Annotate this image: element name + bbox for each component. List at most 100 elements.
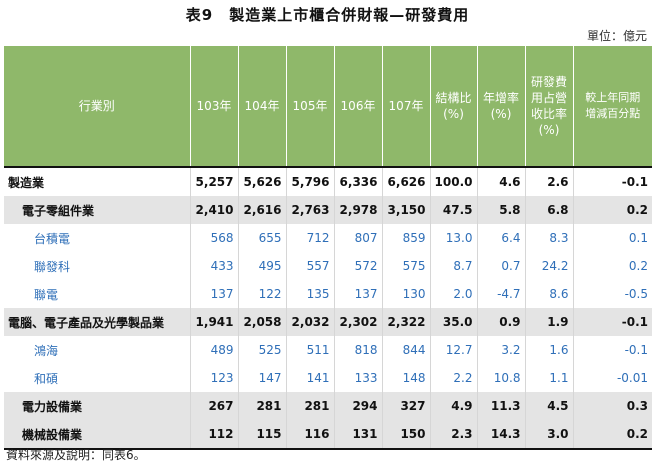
value-cell: 0.9 (476, 308, 525, 336)
value-cell: 130 (381, 280, 430, 308)
industry-name-cell: 機械設備業 (4, 420, 190, 450)
value-cell: 8.3 (524, 224, 573, 252)
value-cell: 12.7 (429, 336, 477, 364)
value-cell: 2.3 (429, 420, 477, 450)
value-cell: -0.1 (572, 308, 652, 336)
value-cell: 11.3 (476, 392, 525, 420)
value-cell: -4.7 (476, 280, 525, 308)
value-cell: 8.6 (524, 280, 573, 308)
table-row: 電力設備業 267 281 281 294 327 4.9 11.3 4.5 0.3 (4, 392, 652, 420)
value-cell: 572 (333, 252, 382, 280)
industry-name-cell: 鴻海 (34, 343, 59, 358)
value-cell: -0.1 (572, 167, 652, 196)
value-cell: 2,978 (333, 196, 382, 224)
table-row: 聯電 137 122 135 137 130 2.0 -4.7 8.6 -0.5 (4, 280, 652, 308)
table-row: 電腦、電子產品及光學製品業 1,941 2,058 2,032 2,302 2,322 35… (4, 308, 652, 336)
header-industry: 行業別 (4, 46, 190, 167)
industry-name-cell: 電力設備業 (4, 392, 190, 420)
table-row: 機械設備業 112 115 116 131 150 2.3 14.3 3.0 0.2 (4, 420, 652, 450)
value-cell: 0.7 (476, 252, 525, 280)
value-cell: 47.5 (429, 196, 477, 224)
value-cell: 100.0 (429, 167, 477, 196)
table-row: 台積電 568 655 712 807 859 13.0 6.4 8.3 0.1 (4, 224, 652, 252)
value-cell: 2,616 (237, 196, 286, 224)
value-cell: 135 (285, 280, 334, 308)
value-cell: 575 (381, 252, 430, 280)
table-row: 聯發科 433 495 557 572 575 8.7 0.7 24.2 0.2 (4, 252, 652, 280)
header-107: 107年 (381, 46, 430, 167)
value-cell: 281 (237, 392, 286, 420)
value-cell: 8.7 (429, 252, 477, 280)
value-cell: 6,336 (333, 167, 382, 196)
rd-expense-table: 行業別 103年 104年 105年 106年 107年 結構比 (%) 年增率… (4, 46, 652, 450)
source-note: 資料來源及說明：同表6。 (6, 448, 146, 462)
value-cell: 122 (237, 280, 286, 308)
value-cell: 2,032 (285, 308, 334, 336)
table-row: 鴻海 489 525 511 818 844 12.7 3.2 1.6 -0.1 (4, 336, 652, 364)
value-cell: -0.5 (572, 280, 652, 308)
value-cell: 2,302 (333, 308, 382, 336)
value-cell: 489 (189, 336, 238, 364)
value-cell: 655 (237, 224, 286, 252)
value-cell: 433 (189, 252, 238, 280)
value-cell: 13.0 (429, 224, 477, 252)
value-cell: 267 (189, 392, 238, 420)
value-cell: 2,763 (285, 196, 334, 224)
header-106: 106年 (333, 46, 382, 167)
value-cell: 24.2 (524, 252, 573, 280)
value-cell: 0.2 (572, 420, 652, 450)
value-cell: 5,626 (237, 167, 286, 196)
header-growth-rate: 年增率 (%) (476, 46, 525, 167)
header-rd-revenue-ratio: 研發費 用占營 收比率 (%) (524, 46, 573, 167)
industry-name-cell: 台積電 (34, 231, 71, 246)
table-title: 表9 製造業上市櫃合併財報—研發費用 (185, 6, 470, 24)
industry-name-cell: 製造業 (8, 175, 45, 190)
table-row: 電子零組件業 2,410 2,616 2,763 2,978 3,150 47.5 5.8 6.… (4, 196, 652, 224)
industry-name-cell: 電子零組件業 (4, 196, 190, 224)
header-105: 105年 (285, 46, 334, 167)
value-cell: 115 (237, 420, 286, 450)
value-cell: 3.0 (524, 420, 573, 450)
value-cell: 495 (237, 252, 286, 280)
value-cell: 712 (285, 224, 334, 252)
value-cell: 2.0 (429, 280, 477, 308)
value-cell: 141 (285, 364, 334, 392)
value-cell: 1.9 (524, 308, 573, 336)
value-cell: 1.6 (524, 336, 573, 364)
value-cell: 511 (285, 336, 334, 364)
value-cell: 6,626 (381, 167, 430, 196)
value-cell: 5,257 (189, 167, 238, 196)
value-cell: 35.0 (429, 308, 477, 336)
value-cell: 327 (381, 392, 430, 420)
header-structure-ratio: 結構比 (%) (429, 46, 477, 167)
value-cell: 557 (285, 252, 334, 280)
industry-name-cell: 聯電 (34, 287, 59, 302)
value-cell: 133 (333, 364, 382, 392)
value-cell: 818 (333, 336, 382, 364)
value-cell: 6.8 (524, 196, 573, 224)
value-cell: 1,941 (189, 308, 238, 336)
value-cell: 1.1 (524, 364, 573, 392)
value-cell: 2.2 (429, 364, 477, 392)
value-cell: 5,796 (285, 167, 334, 196)
industry-name-cell: 電腦、電子產品及光學製品業 (4, 308, 190, 336)
value-cell: 4.6 (476, 167, 525, 196)
value-cell: 6.4 (476, 224, 525, 252)
value-cell: 150 (381, 420, 430, 450)
header-yoy-change: 較上年同期 增減百分點 (572, 46, 652, 167)
value-cell: 0.2 (572, 196, 652, 224)
value-cell: 0.3 (572, 392, 652, 420)
value-cell: 294 (333, 392, 382, 420)
header-row: 行業別 103年 104年 105年 106年 107年 結構比 (%) 年增率… (4, 46, 652, 167)
value-cell: 116 (285, 420, 334, 450)
value-cell: 3.2 (476, 336, 525, 364)
value-cell: 2,058 (237, 308, 286, 336)
value-cell: 131 (333, 420, 382, 450)
value-cell: 3,150 (381, 196, 430, 224)
industry-name-cell: 和碩 (34, 371, 59, 386)
unit-label: 單位：億元 (586, 29, 647, 43)
header-104: 104年 (237, 46, 286, 167)
value-cell: 123 (189, 364, 238, 392)
value-cell: 0.2 (572, 252, 652, 280)
value-cell: 4.9 (429, 392, 477, 420)
